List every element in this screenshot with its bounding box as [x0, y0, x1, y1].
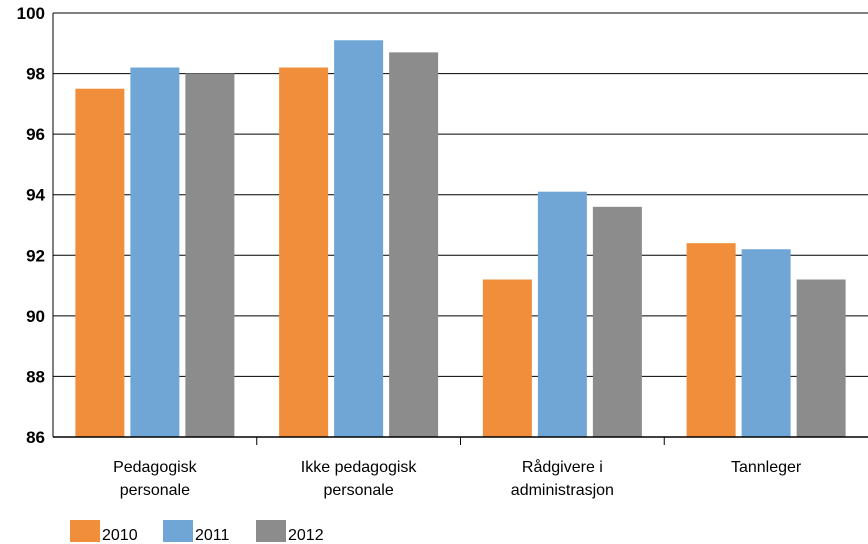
x-category-label: administrasjon — [511, 482, 614, 499]
y-tick-label: 86 — [26, 428, 45, 447]
legend-label-2012: 2012 — [288, 527, 324, 544]
y-tick-label: 96 — [26, 125, 45, 144]
bar-2011-1 — [334, 40, 384, 437]
legend-label-2010: 2010 — [102, 527, 138, 544]
legend-swatch-2012 — [256, 520, 286, 542]
bar-2012-3 — [796, 279, 846, 437]
x-category-label: personale — [120, 482, 190, 499]
bar-2012-2 — [592, 206, 642, 437]
bar-2012-1 — [389, 52, 439, 437]
y-tick-label: 100 — [17, 4, 45, 23]
y-tick-label: 90 — [26, 307, 45, 326]
bar-2011-2 — [537, 191, 587, 437]
x-category-label: Ikke pedagogisk — [301, 459, 418, 476]
x-category-label: personale — [323, 482, 393, 499]
bar-2012-0 — [185, 73, 235, 438]
bar-2010-3 — [686, 243, 736, 437]
bar-2011-3 — [741, 249, 791, 437]
legend-swatch-2011 — [163, 520, 193, 542]
x-category-label: Rådgivere i — [522, 458, 603, 476]
y-tick-label: 88 — [26, 367, 45, 386]
x-category-label: Pedagogisk — [113, 459, 198, 476]
legend-swatch-2010 — [70, 520, 100, 542]
bar-2010-0 — [75, 88, 125, 437]
bar-2011-0 — [130, 67, 180, 437]
legend-label-2011: 2011 — [195, 527, 230, 544]
y-tick-label: 98 — [26, 65, 45, 84]
y-tick-label: 92 — [26, 246, 45, 265]
bar-2010-2 — [482, 279, 532, 437]
x-category-label: Tannleger — [731, 459, 802, 476]
y-tick-label: 94 — [26, 186, 45, 205]
bar-2010-1 — [279, 67, 329, 437]
